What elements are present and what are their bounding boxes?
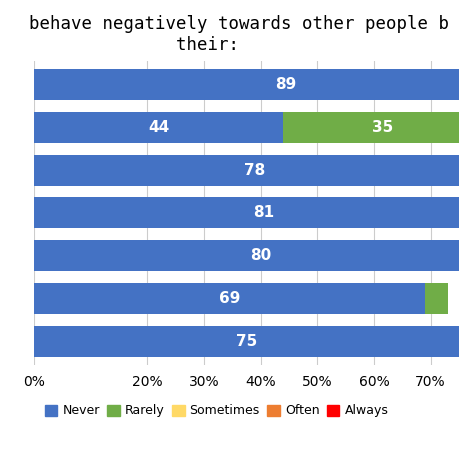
- Text: 89: 89: [275, 77, 297, 92]
- Bar: [34, 283, 425, 314]
- Bar: [34, 198, 474, 228]
- Text: 75: 75: [236, 334, 257, 349]
- Text: 81: 81: [253, 205, 274, 220]
- Bar: [425, 283, 447, 314]
- Text: 69: 69: [219, 291, 240, 306]
- Bar: [34, 112, 283, 143]
- Text: 80: 80: [250, 248, 271, 263]
- Bar: [34, 240, 474, 271]
- Text: 44: 44: [148, 120, 169, 135]
- Text: behave negatively towards other people b
              their:: behave negatively towards other people b…: [29, 15, 449, 54]
- Bar: [283, 112, 474, 143]
- Text: 78: 78: [244, 163, 265, 178]
- Legend: Never, Rarely, Sometimes, Often, Always: Never, Rarely, Sometimes, Often, Always: [40, 400, 393, 422]
- Bar: [34, 69, 474, 100]
- Bar: [34, 155, 474, 185]
- Bar: [34, 326, 459, 357]
- Text: 35: 35: [372, 120, 393, 135]
